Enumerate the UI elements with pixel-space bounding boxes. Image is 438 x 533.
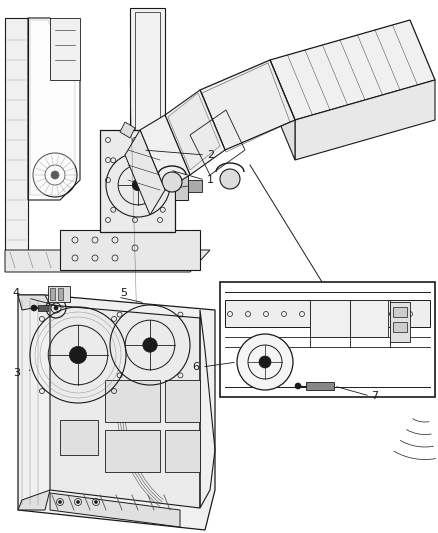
Circle shape [31,305,37,311]
Text: 4: 4 [13,288,20,298]
Bar [219,282,434,397]
Polygon shape [100,130,175,232]
Polygon shape [125,130,165,215]
Bar [58,288,63,300]
Circle shape [76,500,79,504]
Polygon shape [140,115,190,190]
Polygon shape [50,305,200,508]
Polygon shape [269,20,434,120]
Polygon shape [269,60,294,160]
Circle shape [258,356,270,368]
Circle shape [94,500,97,504]
Polygon shape [5,250,209,272]
Polygon shape [50,18,80,80]
Bar [392,307,406,317]
Polygon shape [309,300,349,337]
Polygon shape [60,230,200,270]
Polygon shape [168,93,219,170]
Circle shape [142,338,157,352]
Circle shape [51,171,59,179]
Polygon shape [165,90,225,175]
Text: 2: 2 [207,150,214,160]
Circle shape [237,334,292,390]
Text: 1: 1 [207,175,213,185]
Text: 7: 7 [370,391,377,401]
Circle shape [162,172,182,192]
Polygon shape [18,295,50,310]
Polygon shape [18,295,215,530]
Bar [187,180,201,192]
Circle shape [219,169,240,189]
Polygon shape [30,20,75,195]
Bar [105,430,159,472]
Polygon shape [225,300,429,327]
Bar [165,380,200,422]
Polygon shape [349,300,387,337]
Circle shape [132,179,143,191]
Bar [105,380,159,422]
Polygon shape [175,175,187,200]
Bar [48,286,70,302]
Text: 5: 5 [120,288,127,298]
Polygon shape [294,80,434,160]
Polygon shape [120,122,135,138]
Circle shape [54,306,58,310]
Bar [50,288,55,300]
Circle shape [69,346,86,364]
Polygon shape [130,8,165,260]
Bar [165,430,200,472]
Bar [392,322,406,332]
Text: 6: 6 [191,362,198,372]
Circle shape [294,383,300,389]
Polygon shape [50,493,180,527]
Polygon shape [200,60,294,150]
Bar [60,420,98,455]
Polygon shape [18,490,50,510]
Polygon shape [38,305,48,311]
Circle shape [58,500,61,504]
Polygon shape [5,18,28,260]
Polygon shape [305,382,333,390]
Polygon shape [389,302,409,342]
Text: 3: 3 [13,368,20,378]
